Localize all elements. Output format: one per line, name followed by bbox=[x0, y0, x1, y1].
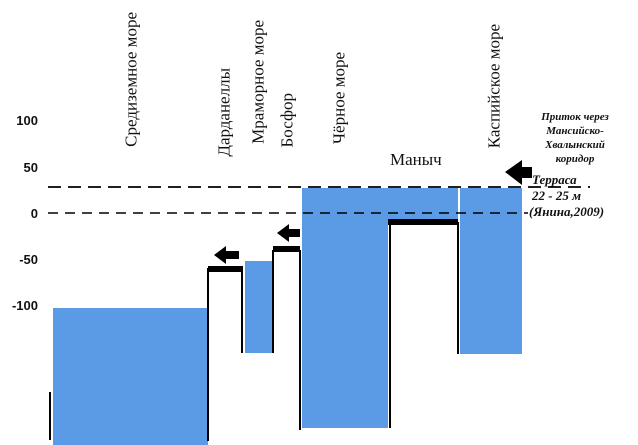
terrace-note-line: (Янина,2009) bbox=[529, 204, 604, 219]
arrow-left-icon bbox=[505, 160, 532, 185]
label-caspian: Каспийское море bbox=[485, 24, 504, 148]
arrow-left-icon bbox=[277, 224, 300, 242]
terrace-note-line: Терраса bbox=[532, 172, 577, 187]
marmara-water bbox=[245, 261, 274, 353]
inflow-note-line: Хвалынский bbox=[544, 139, 605, 151]
label-bosphorus: Босфор bbox=[278, 93, 297, 147]
black-sea-water bbox=[302, 188, 388, 428]
inflow-note: Приток через Мансийско- Хвалынский корид… bbox=[540, 111, 609, 165]
y-tick-label: -100 bbox=[12, 298, 38, 313]
y-tick-label: 50 bbox=[24, 160, 38, 175]
inflow-note-line: коридор bbox=[556, 153, 595, 165]
terrace-note-line: 22 - 25 м bbox=[531, 188, 581, 203]
label-dardanelles: Дарданеллы bbox=[215, 67, 234, 156]
terrace-note: Терраса 22 - 25 м (Янина,2009) bbox=[529, 172, 604, 219]
manych-water bbox=[388, 188, 458, 223]
label-marmara: Мраморное море bbox=[249, 20, 268, 144]
label-black-sea: Чёрное море bbox=[330, 52, 349, 144]
dardanelles-sill bbox=[208, 266, 243, 272]
y-tick-label: 100 bbox=[16, 113, 38, 128]
bosphorus-sill bbox=[273, 246, 300, 252]
sills bbox=[208, 219, 458, 272]
basin-walls bbox=[49, 222, 459, 441]
caspian-water bbox=[460, 188, 522, 354]
mediterranean-water bbox=[53, 308, 208, 445]
inflow-note-line: Мансийско- bbox=[545, 125, 604, 137]
manych-sill bbox=[388, 219, 458, 225]
y-tick-label: -50 bbox=[19, 252, 38, 267]
label-manych: Маныч bbox=[390, 150, 442, 169]
y-tick-label: 0 bbox=[31, 206, 38, 221]
label-mediterranean: Средиземное море bbox=[122, 12, 141, 147]
arrow-left-icon bbox=[214, 246, 239, 264]
inflow-note-line: Приток через bbox=[540, 111, 609, 123]
